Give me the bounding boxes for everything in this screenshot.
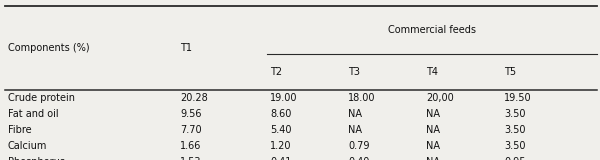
- Text: 3.50: 3.50: [504, 125, 526, 135]
- Text: Calcium: Calcium: [8, 141, 47, 151]
- Text: T3: T3: [348, 67, 360, 77]
- Text: 3.50: 3.50: [504, 141, 526, 151]
- Text: Crude protein: Crude protein: [8, 93, 75, 103]
- Text: 20,00: 20,00: [426, 93, 454, 103]
- Text: 1.53: 1.53: [180, 157, 202, 160]
- Text: Fat and oil: Fat and oil: [8, 109, 58, 119]
- Text: NA: NA: [426, 141, 440, 151]
- Text: T4: T4: [426, 67, 438, 77]
- Text: NA: NA: [348, 125, 362, 135]
- Text: T5: T5: [504, 67, 516, 77]
- Text: 1.66: 1.66: [180, 141, 202, 151]
- Text: 19.50: 19.50: [504, 93, 532, 103]
- Text: 3.50: 3.50: [504, 109, 526, 119]
- Text: 1.20: 1.20: [270, 141, 292, 151]
- Text: Components (%): Components (%): [8, 43, 89, 53]
- Text: T1: T1: [180, 43, 192, 53]
- Text: 5.40: 5.40: [270, 125, 292, 135]
- Text: T2: T2: [270, 67, 282, 77]
- Text: Commercial feeds: Commercial feeds: [388, 25, 476, 35]
- Text: 19.00: 19.00: [270, 93, 298, 103]
- Text: 0.79: 0.79: [348, 141, 370, 151]
- Text: NA: NA: [348, 109, 362, 119]
- Text: 18.00: 18.00: [348, 93, 376, 103]
- Text: 0.95: 0.95: [504, 157, 526, 160]
- Text: 8.60: 8.60: [270, 109, 292, 119]
- Text: Fibre: Fibre: [8, 125, 31, 135]
- Text: 0.40: 0.40: [348, 157, 370, 160]
- Text: NA: NA: [426, 157, 440, 160]
- Text: 0.41: 0.41: [270, 157, 292, 160]
- Text: Phosphorus: Phosphorus: [8, 157, 65, 160]
- Text: NA: NA: [426, 125, 440, 135]
- Text: 7.70: 7.70: [180, 125, 202, 135]
- Text: NA: NA: [426, 109, 440, 119]
- Text: 20.28: 20.28: [180, 93, 208, 103]
- Text: 9.56: 9.56: [180, 109, 202, 119]
